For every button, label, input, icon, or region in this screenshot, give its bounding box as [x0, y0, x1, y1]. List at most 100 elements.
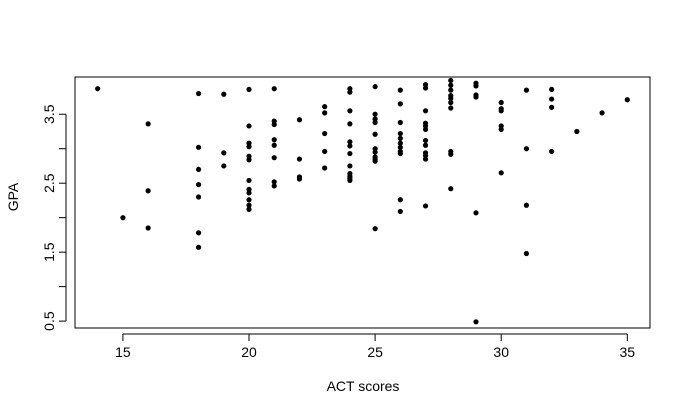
data-point: [523, 87, 530, 93]
data-point: [448, 95, 454, 101]
data-point: [145, 225, 151, 231]
data-point: [498, 99, 504, 106]
y-tick-label: 3.5: [41, 104, 57, 124]
data-point: [347, 143, 353, 149]
data-point: [322, 165, 328, 171]
data-point: [397, 144, 403, 150]
data-point: [322, 104, 328, 110]
data-point: [372, 158, 378, 164]
y-tick-label: 1.5: [41, 242, 57, 262]
y-ticks: 0.5 1.5 2.5 3.5: [41, 104, 66, 331]
data-point: [221, 150, 227, 156]
data-point: [271, 155, 277, 161]
data-points: [95, 77, 630, 325]
data-point: [246, 190, 252, 196]
data-point: [448, 77, 454, 84]
data-point: [347, 177, 353, 184]
data-point: [296, 176, 303, 182]
data-point: [221, 163, 227, 169]
data-point: [322, 110, 328, 116]
data-point: [523, 250, 530, 257]
data-point: [372, 119, 378, 126]
y-tick-label: 2.5: [41, 173, 57, 193]
data-point: [372, 131, 378, 137]
data-point: [397, 208, 403, 215]
x-axis: 15 20 25 30 35: [115, 333, 635, 360]
data-point: [498, 170, 504, 176]
data-point: [549, 86, 555, 93]
data-point: [397, 135, 403, 141]
x-tick-label: 25: [367, 344, 383, 360]
data-point: [145, 121, 151, 127]
data-point: [574, 128, 580, 135]
data-point: [473, 94, 479, 100]
data-point: [448, 99, 454, 106]
x-axis-label: ACT scores: [327, 378, 400, 394]
y-axis: 0.5 1.5 2.5 3.5: [41, 104, 67, 331]
x-tick-label: 30: [493, 344, 509, 360]
data-point: [271, 179, 277, 185]
data-point: [448, 186, 454, 192]
x-ticks: 15 20 25 30 35: [115, 334, 635, 360]
data-point: [397, 130, 403, 137]
data-point: [195, 90, 202, 97]
data-point: [372, 111, 378, 117]
data-point: [498, 126, 504, 133]
data-point: [195, 166, 202, 173]
data-point: [195, 230, 202, 236]
data-point: [448, 82, 454, 88]
data-point: [549, 148, 555, 155]
data-point: [372, 149, 378, 155]
data-point: [221, 91, 227, 97]
data-point: [271, 142, 277, 148]
data-point: [523, 146, 530, 152]
data-point: [372, 84, 378, 90]
data-point: [347, 108, 353, 114]
data-point: [271, 137, 277, 143]
data-point: [372, 226, 378, 232]
data-point: [397, 87, 403, 93]
data-point: [397, 140, 403, 146]
data-point: [271, 86, 277, 92]
data-point: [195, 144, 202, 150]
data-point: [448, 105, 454, 111]
data-point: [397, 101, 403, 107]
data-point: [246, 123, 252, 129]
x-tick-label: 20: [241, 344, 257, 360]
data-point: [422, 126, 429, 133]
data-point: [347, 89, 353, 95]
data-point: [246, 206, 252, 212]
y-tick-label: 0.5: [41, 311, 57, 331]
data-point: [246, 197, 252, 203]
data-point: [422, 156, 429, 162]
data-point: [347, 139, 353, 145]
data-point: [473, 210, 479, 216]
data-point: [246, 86, 252, 93]
data-point: [448, 87, 454, 93]
data-point: [422, 85, 429, 91]
data-point: [624, 97, 630, 103]
data-point: [120, 215, 126, 221]
data-point: [246, 177, 252, 184]
data-point: [322, 148, 328, 155]
data-point: [296, 117, 303, 123]
x-tick-label: 15: [115, 344, 131, 360]
data-point: [145, 188, 151, 194]
data-point: [549, 104, 555, 110]
data-point: [549, 96, 555, 102]
data-point: [422, 203, 429, 209]
data-point: [397, 150, 403, 157]
data-point: [397, 197, 403, 203]
data-point: [422, 137, 429, 144]
plot-frame: [74, 76, 651, 329]
data-point: [397, 119, 403, 126]
data-point: [422, 108, 429, 114]
x-tick-label: 35: [620, 344, 636, 360]
data-point: [271, 183, 277, 189]
data-point: [422, 142, 429, 148]
data-point: [271, 121, 277, 128]
data-point: [246, 157, 252, 163]
data-point: [347, 121, 353, 127]
data-point: [599, 110, 605, 116]
